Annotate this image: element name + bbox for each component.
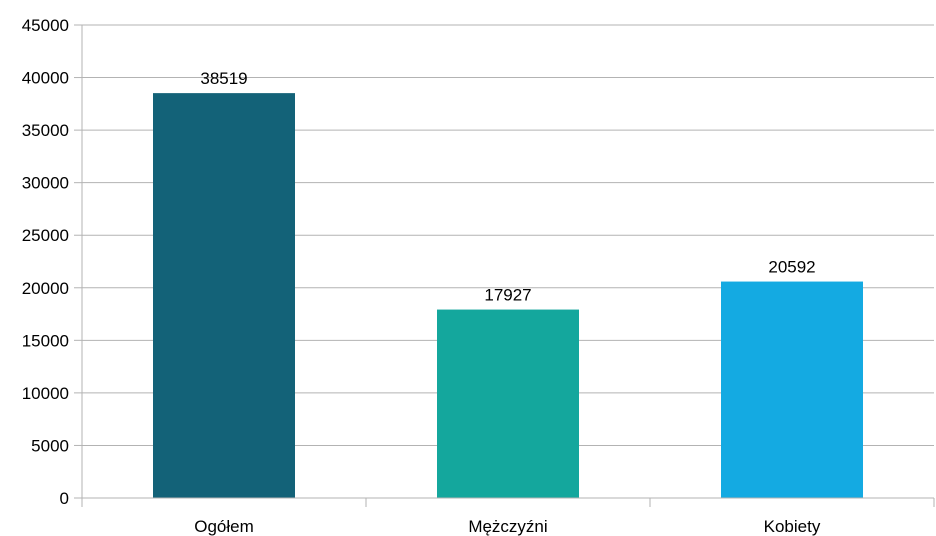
y-tick-label: 10000 bbox=[22, 384, 69, 403]
data-labels: 38519 17927 20592 bbox=[200, 69, 815, 304]
data-label: 17927 bbox=[484, 286, 531, 305]
bars bbox=[153, 93, 863, 499]
bar bbox=[437, 309, 579, 498]
x-axis-category-labels: Ogółem Mężczyźni Kobiety bbox=[194, 517, 821, 536]
y-tick-label: 0 bbox=[60, 489, 69, 508]
bar bbox=[153, 93, 295, 499]
y-tick-label: 20000 bbox=[22, 279, 69, 298]
y-tick-label: 30000 bbox=[22, 174, 69, 193]
x-category-label: Kobiety bbox=[764, 517, 821, 536]
y-tick-label: 45000 bbox=[22, 16, 69, 35]
bar bbox=[721, 281, 863, 498]
x-category-label: Ogółem bbox=[194, 517, 254, 536]
y-tick-label: 25000 bbox=[22, 226, 69, 245]
y-tick-label: 5000 bbox=[31, 436, 69, 455]
y-tick-label: 40000 bbox=[22, 69, 69, 88]
axes bbox=[74, 24, 935, 507]
data-label: 38519 bbox=[200, 69, 247, 88]
y-tick-label: 15000 bbox=[22, 331, 69, 350]
data-label: 20592 bbox=[768, 258, 815, 277]
y-tick-label: 35000 bbox=[22, 121, 69, 140]
y-axis-tick-labels: 0 5000 10000 15000 20000 25000 30000 35000 40000… bbox=[22, 16, 69, 508]
x-category-label: Mężczyźni bbox=[468, 517, 547, 536]
